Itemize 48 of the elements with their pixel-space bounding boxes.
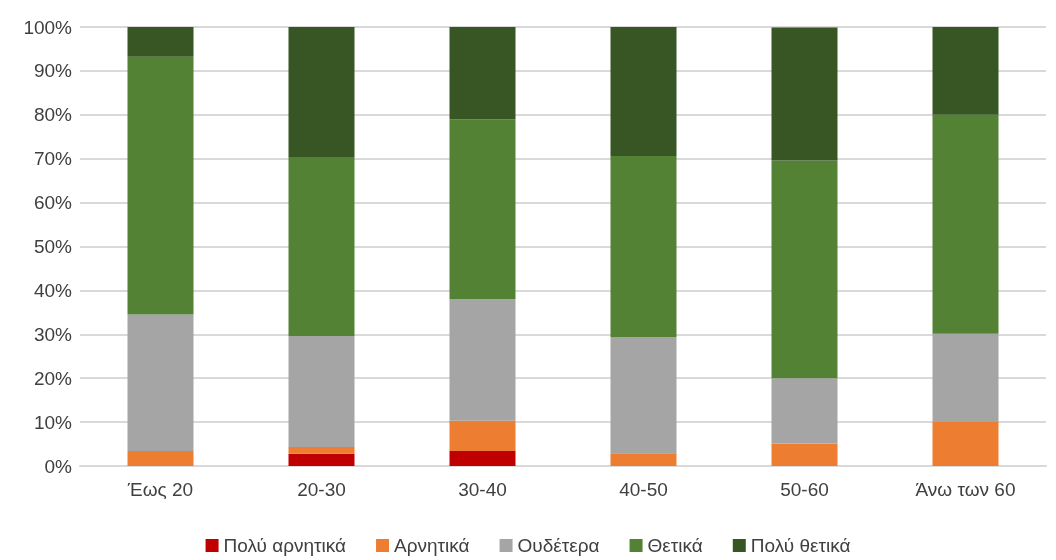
y-tick-label: 40%: [33, 279, 73, 301]
x-tick-label: 40-50: [619, 479, 668, 500]
bar: [449, 119, 516, 300]
bar: [449, 420, 516, 452]
y-tick-label: 20%: [33, 367, 73, 389]
bar: [449, 299, 516, 421]
x-tick-label: 20-30: [297, 479, 346, 500]
legend-label: Πολύ θετικά: [750, 535, 851, 556]
bar: [610, 336, 677, 454]
bar: [449, 27, 516, 120]
x-tick-label: Έως 20: [126, 479, 194, 500]
bar: [449, 451, 516, 466]
y-tick-label: 90%: [33, 60, 73, 82]
y-tick-label: 70%: [33, 148, 73, 170]
bar: [288, 156, 355, 337]
bar: [771, 443, 838, 466]
y-tick-label: 30%: [33, 323, 73, 345]
bar: [610, 453, 677, 466]
bar: [610, 156, 677, 337]
bar: [288, 453, 355, 466]
legend-label: Πολύ αρνητικά: [223, 535, 347, 556]
y-tick-label: 80%: [33, 104, 73, 126]
bar: [610, 27, 677, 157]
bar: [127, 56, 194, 315]
bar: [771, 160, 838, 379]
bar: [771, 27, 838, 161]
legend-label: Αρνητικά: [394, 535, 470, 556]
bar: [932, 422, 999, 466]
x-tick-label: 50-60: [780, 479, 829, 500]
y-tick-label: 100%: [23, 16, 73, 38]
bar: [288, 27, 355, 157]
bar: [932, 114, 999, 334]
x-tick-label: Άνω των 60: [915, 479, 1016, 500]
y-tick-label: 60%: [33, 192, 73, 214]
bar: [932, 333, 999, 423]
bar: [127, 314, 194, 452]
bar: [288, 447, 355, 454]
bar: [288, 336, 355, 448]
legend-label: Θετικά: [647, 535, 703, 556]
bar: [127, 27, 194, 57]
bar: [771, 378, 838, 444]
bar: [127, 451, 194, 466]
x-tick-label: 30-40: [458, 479, 507, 500]
y-tick-label: 10%: [33, 411, 73, 433]
bar: [932, 27, 999, 115]
y-tick-label: 0%: [44, 455, 73, 477]
legend-label: Ουδέτερα: [517, 535, 600, 556]
y-tick-label: 50%: [33, 236, 73, 257]
